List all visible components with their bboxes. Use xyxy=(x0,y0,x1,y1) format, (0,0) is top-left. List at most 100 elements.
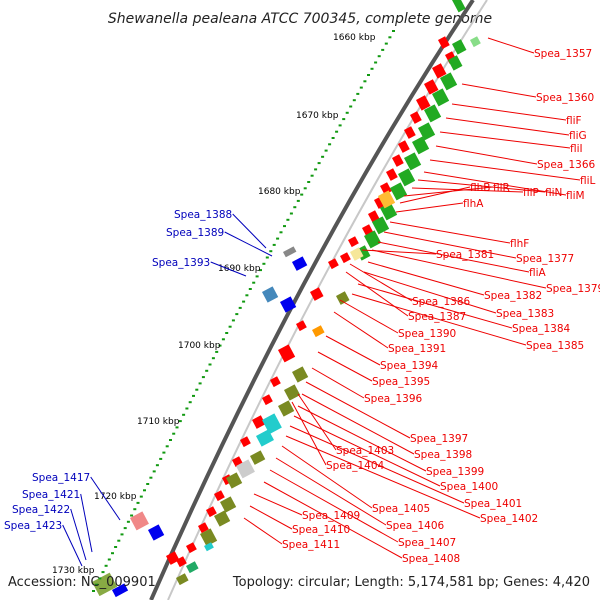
gene-label[interactable]: Spea_1388 xyxy=(174,209,232,221)
gene-label[interactable]: Spea_1402 xyxy=(480,513,538,525)
gene-label[interactable]: fliP xyxy=(523,187,539,199)
scale-dot xyxy=(283,225,286,228)
leader-line xyxy=(232,213,267,249)
scale-dot xyxy=(192,394,195,397)
gene-label[interactable]: Spea_1398 xyxy=(414,449,472,461)
scale-dot xyxy=(248,288,252,290)
gene-feature xyxy=(336,291,350,305)
gene-label[interactable]: Spea_1366 xyxy=(537,159,596,171)
gene-label[interactable]: Spea_1411 xyxy=(282,539,340,551)
scale-dot xyxy=(338,124,342,127)
gene-label[interactable]: Spea_1389 xyxy=(166,227,224,239)
gene-label[interactable]: fliA xyxy=(529,267,547,279)
gene-label[interactable]: flhA xyxy=(463,198,484,210)
scale-dot xyxy=(356,92,360,95)
gene-label[interactable]: Spea_1395 xyxy=(372,376,430,388)
gene-label[interactable]: Spea_1406 xyxy=(386,520,445,532)
gene-label[interactable]: fliM xyxy=(566,190,585,202)
gene-label[interactable]: Spea_1394 xyxy=(380,360,439,372)
leader-line xyxy=(210,261,247,277)
leader-line xyxy=(297,393,337,451)
gene-label[interactable]: Spea_1393 xyxy=(152,257,210,269)
gene-label[interactable]: fliN xyxy=(545,187,562,199)
scale-dot xyxy=(307,181,311,183)
gene-label[interactable]: Spea_1383 xyxy=(496,308,554,320)
gene-feature xyxy=(378,190,396,209)
accession-text: Accession: NC_009901 xyxy=(8,575,156,590)
gene-label[interactable]: Spea_1386 xyxy=(412,296,471,308)
gene-feature xyxy=(440,72,458,91)
gene-label[interactable]: Spea_1377 xyxy=(516,253,574,265)
gene-label[interactable]: Spea_1401 xyxy=(464,498,522,510)
leader-line xyxy=(224,231,273,257)
gene-label[interactable]: Spea_1396 xyxy=(364,393,423,405)
gene-label[interactable]: Spea_1357 xyxy=(534,48,592,60)
gene-label[interactable]: flhF xyxy=(510,238,529,250)
gene-label[interactable]: Spea_1417 xyxy=(32,472,90,484)
gene-feature xyxy=(185,542,197,554)
gene-label[interactable]: fliF xyxy=(566,115,582,127)
scale-dot xyxy=(178,420,182,423)
gene-track xyxy=(92,0,488,600)
gene-label[interactable]: Spea_1387 xyxy=(408,311,466,323)
scale-dot xyxy=(381,48,385,51)
gene-label[interactable]: Spea_1410 xyxy=(292,524,350,536)
gene-label[interactable]: Spea_1400 xyxy=(440,481,498,493)
gene-feature xyxy=(350,247,364,261)
gene-label[interactable]: fliL xyxy=(580,175,596,187)
leader-line xyxy=(70,508,87,561)
gene-feature xyxy=(252,415,266,429)
scale-dot xyxy=(98,577,102,580)
gene-label[interactable]: fliR xyxy=(493,182,510,194)
leader-line xyxy=(305,381,411,439)
gene-label[interactable]: Spea_1360 xyxy=(536,92,594,104)
scale-dot xyxy=(231,319,235,322)
gene-feature xyxy=(200,528,218,547)
gene-label[interactable]: fliI xyxy=(570,143,583,155)
gene-label[interactable]: Spea_1384 xyxy=(512,323,571,335)
scale-dot xyxy=(374,61,378,64)
scale-dot xyxy=(95,583,99,586)
gene-feature xyxy=(92,572,118,597)
gene-label[interactable]: Spea_1390 xyxy=(398,328,456,340)
kbp-label: 1660 kbp xyxy=(333,33,376,43)
leader-line xyxy=(439,131,571,149)
leader-line xyxy=(389,221,511,244)
gene-feature xyxy=(424,104,442,123)
gene-label[interactable]: Spea_1409 xyxy=(302,510,360,522)
gene-label[interactable]: Spea_1403 xyxy=(336,445,394,457)
gene-label[interactable]: Spea_1408 xyxy=(402,553,460,565)
gene-label[interactable]: Spea_1382 xyxy=(484,290,542,302)
gene-feature xyxy=(372,216,390,235)
leader-line xyxy=(249,505,293,530)
gene-label[interactable]: Spea_1399 xyxy=(426,466,484,478)
gene-label[interactable]: Spea_1385 xyxy=(526,340,584,352)
gene-label[interactable]: Spea_1405 xyxy=(372,503,430,515)
gene-label[interactable]: Spea_1381 xyxy=(436,249,494,261)
scale-dot xyxy=(342,118,346,121)
gene-label[interactable]: Spea_1391 xyxy=(388,343,446,355)
kbp-label: 1680 kbp xyxy=(258,187,301,197)
gene-label[interactable]: Spea_1423 xyxy=(4,520,62,532)
map-title: Shewanella pealeana ATCC 700345, complet… xyxy=(108,11,492,27)
scale-dot xyxy=(303,187,307,190)
scale-dot xyxy=(130,514,134,517)
gene-label[interactable]: Spea_1421 xyxy=(22,489,80,501)
gene-label[interactable]: Spea_1404 xyxy=(326,460,385,472)
gene-feature xyxy=(390,182,408,201)
leader-line xyxy=(275,457,387,526)
gene-feature xyxy=(277,344,296,363)
gene-label[interactable]: fliG xyxy=(569,130,587,142)
scale-dot xyxy=(165,445,169,448)
gene-label[interactable]: Spea_1407 xyxy=(398,537,456,549)
leader-line xyxy=(339,299,399,334)
gene-label[interactable]: Spea_1379 xyxy=(546,283,600,295)
gene-feature xyxy=(364,230,382,249)
gene-feature xyxy=(270,376,281,388)
leader-line xyxy=(361,249,437,255)
gene-label[interactable]: flhB xyxy=(470,182,490,194)
scale-dot xyxy=(276,237,280,240)
gene-feature xyxy=(130,511,149,531)
gene-label[interactable]: Spea_1397 xyxy=(410,433,468,445)
gene-label[interactable]: Spea_1422 xyxy=(12,504,70,516)
